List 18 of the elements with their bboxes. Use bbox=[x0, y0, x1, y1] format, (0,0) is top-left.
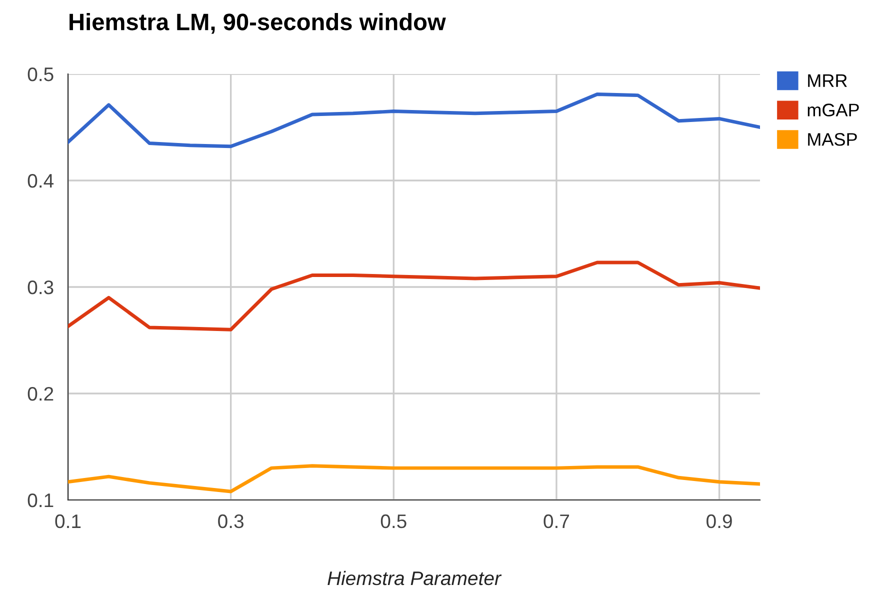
x-tick-label: 0.7 bbox=[544, 514, 570, 528]
x-tick-label: 0.3 bbox=[218, 514, 244, 528]
y-tick-label: 0.5 bbox=[28, 67, 54, 82]
y-tick-label: 0.1 bbox=[28, 493, 54, 508]
x-tick-label: 0.5 bbox=[380, 514, 406, 528]
y-tick-label: 0.2 bbox=[28, 386, 54, 401]
x-axis-title: Hiemstra Parameter bbox=[328, 570, 502, 586]
chart-title: Hiemstra LM, 90-seconds window bbox=[70, 12, 446, 34]
line-series bbox=[68, 464, 760, 494]
legend-label: MASP bbox=[808, 133, 857, 146]
x-tick-label: 0.9 bbox=[706, 514, 732, 528]
legend-label: MRR bbox=[808, 74, 847, 87]
x-tick-label: 0.1 bbox=[55, 514, 81, 528]
line-series bbox=[68, 260, 760, 332]
legend-label: mGAP bbox=[808, 104, 859, 116]
y-tick-label: 0.4 bbox=[28, 174, 54, 188]
y-tick-label: 0.3 bbox=[28, 280, 54, 294]
line-series bbox=[68, 92, 760, 148]
